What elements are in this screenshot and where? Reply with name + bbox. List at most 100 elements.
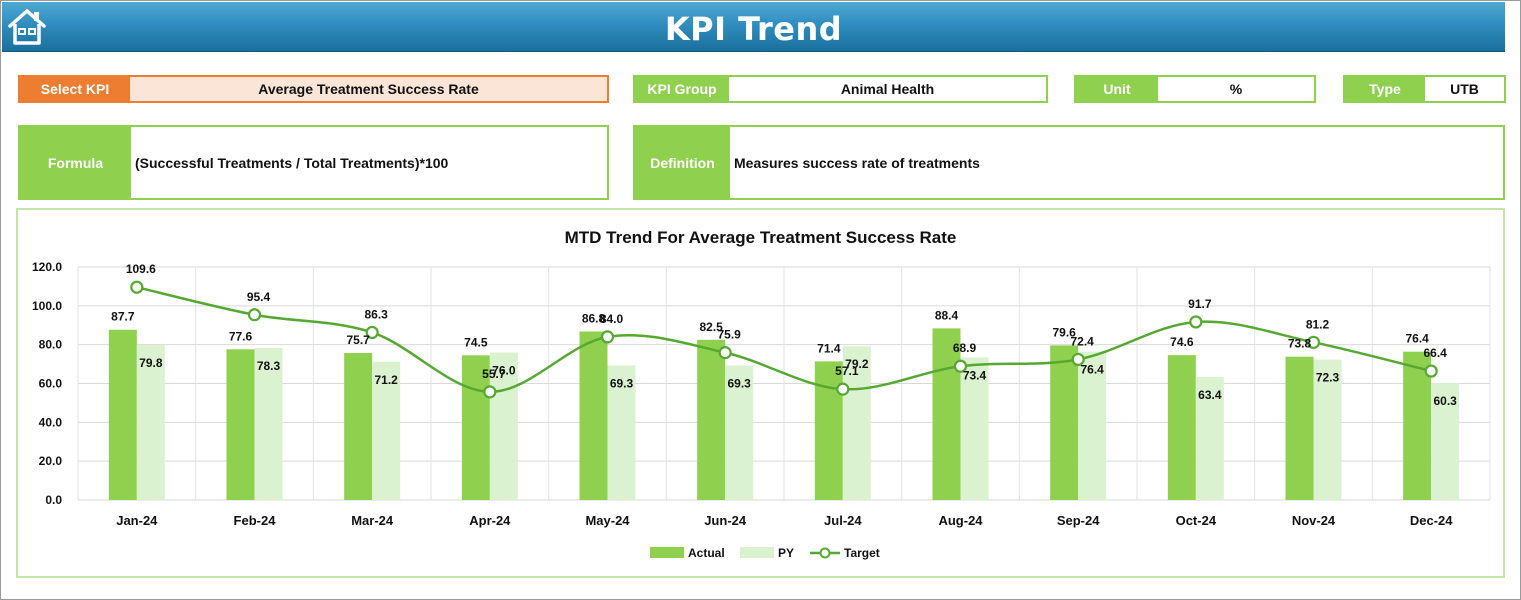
- type-value: UTB: [1450, 81, 1479, 97]
- x-tick-label: Aug-24: [938, 513, 983, 528]
- target-point: [600, 330, 615, 344]
- target-point: [1306, 335, 1321, 349]
- trend-chart: 0.0 20.0 40.0 60.0 80.0 100.0 120.0 87.7 79.8 109…: [32, 260, 1491, 560]
- target-point: [365, 325, 379, 340]
- select-kpi-label: Select KPI: [20, 77, 130, 101]
- kpi-group-value: Animal Health: [840, 81, 935, 97]
- bar-actual: [1167, 355, 1196, 500]
- target-point: [130, 280, 144, 294]
- bar-actual: [1285, 356, 1314, 500]
- target-data-label: 109.6: [126, 262, 156, 276]
- x-tick-label: Feb-24: [234, 513, 277, 528]
- actual-data-label: 75.7: [346, 333, 370, 347]
- bar-py: [1195, 376, 1224, 500]
- target-data-label: 75.9: [717, 328, 741, 342]
- x-tick-label: Apr-24: [469, 513, 511, 528]
- py-data-label: 76.0: [492, 363, 516, 377]
- kpi-group-field: KPI Group Animal Health: [633, 75, 1048, 103]
- actual-data-label: 74.5: [464, 335, 488, 349]
- py-data-label: 78.3: [257, 359, 281, 373]
- target-data-label: 86.3: [364, 307, 388, 321]
- bar-py: [842, 346, 871, 500]
- x-tick-label: Sep-24: [1057, 513, 1100, 528]
- bar-actual: [579, 331, 608, 500]
- y-tick-label: 100.0: [32, 299, 62, 313]
- x-tick-label: Jun-24: [704, 513, 747, 528]
- py-data-label: 69.3: [610, 376, 634, 390]
- bar-actual: [697, 339, 726, 500]
- target-point: [1424, 364, 1438, 378]
- formula-label: Formula: [20, 127, 131, 198]
- legend-actual-swatch: [650, 547, 684, 558]
- bar-py: [1431, 382, 1460, 500]
- formula-field: Formula (Successful Treatments / Total T…: [18, 125, 609, 200]
- target-data-label: 66.4: [1423, 346, 1447, 360]
- kpi-group-label: KPI Group: [635, 77, 729, 101]
- target-data-label: 55.7: [482, 367, 506, 381]
- unit-value: %: [1229, 81, 1243, 97]
- py-data-label: 76.4: [1080, 363, 1104, 377]
- definition-label: Definition: [635, 127, 730, 198]
- header-bar: KPI Trend: [2, 2, 1505, 52]
- bar-py: [489, 352, 518, 500]
- legend-target-label: Target: [844, 546, 880, 560]
- y-tick-label: 40.0: [39, 415, 63, 429]
- bar-actual: [814, 361, 843, 500]
- bar-actual: [932, 328, 961, 500]
- py-data-label: 63.4: [1198, 388, 1222, 402]
- select-kpi-dropdown[interactable]: Average Treatment Success Rate: [130, 77, 607, 101]
- page-title: KPI Trend: [664, 10, 843, 48]
- x-tick-label: May-24: [585, 513, 630, 528]
- target-data-label: 95.4: [247, 290, 271, 304]
- actual-data-label: 71.4: [817, 341, 841, 355]
- y-tick-label: 60.0: [39, 377, 63, 391]
- target-data-label: 57.1: [835, 364, 859, 378]
- target-data-label: 84.0: [600, 312, 624, 326]
- actual-data-label: 82.5: [699, 320, 723, 334]
- bar-py: [254, 347, 283, 500]
- x-tick-label: Mar-24: [351, 513, 394, 528]
- target-point: [1189, 315, 1203, 329]
- target-point: [836, 382, 850, 396]
- py-data-label: 69.3: [727, 376, 751, 390]
- actual-data-label: 74.6: [1170, 335, 1194, 349]
- target-point: [247, 308, 262, 322]
- x-tick-label: Dec-24: [1410, 513, 1453, 528]
- x-tick-label: Jul-24: [824, 513, 862, 528]
- bar-py: [136, 345, 165, 500]
- py-data-label: 60.3: [1433, 394, 1457, 408]
- type-field: Type UTB: [1343, 75, 1506, 103]
- target-point: [1071, 352, 1085, 367]
- actual-data-label: 87.7: [111, 310, 135, 324]
- bar-py: [1313, 359, 1342, 500]
- bar-actual: [108, 329, 137, 500]
- py-data-label: 79.2: [845, 357, 869, 371]
- y-tick-label: 120.0: [32, 260, 62, 274]
- target-data-label: 72.4: [1070, 334, 1094, 348]
- chart-title: MTD Trend For Average Treatment Success …: [564, 228, 957, 247]
- select-kpi-field: Select KPI Average Treatment Success Rat…: [18, 75, 609, 103]
- x-tick-label: Jan-24: [116, 513, 158, 528]
- type-label: Type: [1345, 77, 1425, 101]
- legend-target-marker: [819, 547, 831, 559]
- bar-py: [372, 361, 401, 500]
- bar-py: [725, 365, 754, 500]
- target-data-label: 68.9: [953, 341, 977, 355]
- bar-actual: [1050, 345, 1079, 500]
- actual-data-label: 76.4: [1405, 332, 1429, 346]
- target-point: [718, 346, 732, 360]
- bar-actual: [461, 355, 490, 500]
- bar-actual: [1403, 351, 1432, 500]
- y-tick-label: 20.0: [39, 454, 63, 468]
- bar-py: [960, 357, 989, 500]
- y-tick-label: 80.0: [39, 338, 63, 352]
- py-data-label: 79.8: [139, 356, 163, 370]
- actual-data-label: 79.6: [1052, 325, 1076, 339]
- target-data-label: 91.7: [1188, 297, 1212, 311]
- home-icon[interactable]: [6, 6, 48, 46]
- legend-py-swatch: [740, 547, 774, 558]
- bar-py: [607, 365, 636, 500]
- x-tick-label: Oct-24: [1176, 513, 1217, 528]
- definition-value: Measures success rate of treatments: [734, 154, 980, 171]
- unit-label: Unit: [1076, 77, 1158, 101]
